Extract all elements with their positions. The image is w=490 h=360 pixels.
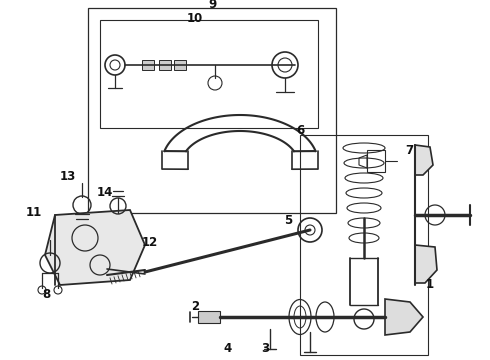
Polygon shape (385, 299, 423, 335)
Text: 3: 3 (261, 342, 269, 355)
Text: 11: 11 (26, 207, 42, 220)
Text: 5: 5 (284, 215, 292, 228)
Text: 9: 9 (208, 0, 216, 10)
Polygon shape (415, 145, 433, 175)
Bar (174, 60, 186, 70)
Bar (198, 311, 220, 323)
Polygon shape (45, 210, 145, 285)
Text: 12: 12 (142, 237, 158, 249)
Text: 8: 8 (42, 288, 50, 301)
Bar (367, 150, 385, 172)
Text: 4: 4 (224, 342, 232, 355)
Bar (300, 135, 428, 355)
Text: 13: 13 (60, 171, 76, 184)
Bar (100, 20, 318, 128)
Polygon shape (415, 245, 437, 283)
Bar (142, 60, 154, 70)
Text: 14: 14 (97, 186, 113, 199)
Text: 7: 7 (405, 144, 413, 157)
Text: 1: 1 (426, 279, 434, 292)
Bar (159, 60, 171, 70)
Text: 2: 2 (191, 301, 199, 314)
Text: 6: 6 (296, 123, 304, 136)
Bar (88, 8, 336, 213)
Text: 10: 10 (187, 12, 203, 24)
